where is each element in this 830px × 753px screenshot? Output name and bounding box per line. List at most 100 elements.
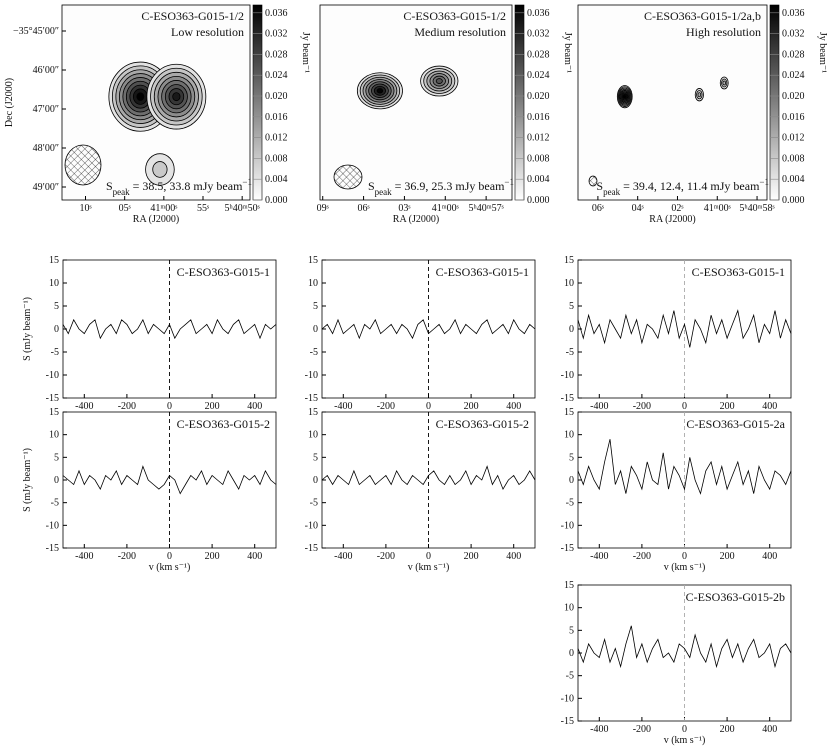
source	[146, 63, 207, 130]
x-tick-label: 05ˢ	[119, 203, 131, 214]
y-tick-label: -5	[51, 347, 59, 358]
y-tick-label: 10	[564, 430, 574, 441]
x-tick-label: 04ˢ	[632, 203, 644, 214]
y-tick-label: −35°45′00″	[13, 26, 59, 37]
y-axis-label: Dec (J2000)	[4, 78, 15, 127]
colorbar-tick-label: 0.032	[265, 29, 288, 40]
x-tick-label: -400	[590, 401, 608, 412]
annotation-part: S	[368, 179, 375, 193]
x-axis-label: v (km s⁻¹)	[408, 562, 450, 573]
y-tick-label: 0	[313, 475, 318, 486]
spectrum-title: C-ESO363-G015-2b	[686, 590, 785, 604]
colorbar-tick-label: 0.000	[527, 195, 550, 206]
colorbar-tick-label: 0.004	[265, 174, 288, 185]
y-tick-label: -10	[305, 370, 318, 381]
y-tick-label: 0	[313, 324, 318, 335]
x-tick-label: 200	[464, 401, 479, 412]
x-tick-label: 0	[167, 401, 172, 412]
contour	[722, 80, 726, 86]
y-tick-label: 15	[308, 255, 318, 266]
x-tick-label: 41ᵐ00ˢ	[150, 203, 177, 214]
y-tick-label: 5	[313, 301, 318, 312]
x-tick-label: -200	[377, 551, 395, 562]
y-tick-label: 5	[54, 452, 59, 463]
colorbar-tick-label: 0.024	[265, 70, 288, 81]
y-tick-label: -15	[305, 543, 318, 554]
contour	[136, 92, 145, 101]
map-subtitle: High resolution	[686, 25, 761, 39]
x-axis-label: RA (J2000)	[133, 214, 179, 225]
colorbar-label: Jy beam⁻¹	[817, 32, 828, 73]
y-tick-label: 15	[564, 407, 574, 418]
y-tick-label: -15	[561, 716, 574, 727]
colorbar-tick-label: 0.020	[265, 91, 288, 102]
contour	[697, 92, 702, 98]
x-tick-label: 10ˢ	[79, 203, 91, 214]
y-tick-label: 0	[569, 648, 574, 659]
y-tick-label: -5	[566, 498, 574, 509]
spectrum	[62, 465, 277, 495]
source	[356, 72, 403, 110]
contour	[435, 78, 443, 84]
x-tick-label: 03ˢ	[398, 203, 410, 214]
x-tick-label: 0	[426, 551, 431, 562]
contour	[152, 161, 168, 178]
x-tick-label: -400	[75, 401, 93, 412]
y-tick-label: -10	[46, 520, 59, 531]
colorbar-tick-label: 0.012	[782, 133, 805, 144]
colorbar-tick-label: 0.016	[527, 112, 550, 123]
x-tick-label: 200	[205, 401, 220, 412]
colorbar-tick-label: 0.036	[265, 8, 288, 19]
y-tick-label: 15	[49, 407, 59, 418]
spectrum	[62, 318, 277, 340]
colorbar	[769, 4, 780, 201]
map-frame	[577, 4, 768, 201]
x-tick-label: 0	[426, 401, 431, 412]
peak-annotation: Speak = 39.4, 12.4, 11.4 mJy beam−1	[596, 177, 769, 197]
y-tick-label: 5	[569, 301, 574, 312]
y-tick-label: -10	[561, 520, 574, 531]
y-tick-label: -10	[561, 693, 574, 704]
x-tick-label: -200	[118, 551, 136, 562]
x-tick-label: -400	[590, 724, 608, 735]
peak-annotation: Speak = 36.9, 25.3 mJy beam−1	[368, 177, 514, 197]
y-tick-label: 5	[569, 625, 574, 636]
annotation-part: S	[596, 179, 603, 193]
colorbar-tick-label: 0.012	[527, 133, 550, 144]
source	[694, 88, 704, 102]
spectrum	[577, 625, 792, 669]
colorbar-tick-label: 0.008	[265, 153, 288, 164]
contour	[376, 88, 384, 94]
map-title: C-ESO363-G015-1/2a,b	[644, 9, 761, 23]
y-tick-label: -5	[310, 498, 318, 509]
plot-frame	[577, 259, 792, 399]
x-tick-label: 06ˢ	[592, 203, 604, 214]
y-tick-label: -5	[566, 671, 574, 682]
map-title: C-ESO363-G015-1/2	[403, 9, 506, 23]
source	[616, 85, 633, 109]
y-tick-label: 10	[564, 603, 574, 614]
x-tick-label: -200	[633, 401, 651, 412]
spectrum-title: C-ESO363-G015-1	[177, 265, 270, 279]
contour	[623, 95, 626, 99]
y-tick-label: 10	[308, 430, 318, 441]
y-tick-label: 15	[308, 407, 318, 418]
colorbar-tick-label: 0.028	[527, 49, 550, 60]
x-tick-label: 06ˢ	[358, 203, 370, 214]
x-tick-label: -200	[633, 551, 651, 562]
x-tick-label: 400	[247, 401, 262, 412]
colorbar-label: Jy beam⁻¹	[562, 32, 573, 73]
x-axis-label: RA (J2000)	[393, 214, 439, 225]
x-tick-label: -400	[334, 551, 352, 562]
colorbar-tick-label: 0.000	[265, 195, 288, 206]
y-tick-label: 0	[569, 475, 574, 486]
annotation-part: −1	[759, 177, 769, 187]
y-tick-label: -5	[51, 498, 59, 509]
colorbar-tick-label: 0.020	[782, 91, 805, 102]
source	[145, 153, 175, 186]
annotation-part: −1	[242, 177, 252, 187]
y-tick-label: -15	[46, 393, 59, 404]
y-tick-label: 0	[569, 324, 574, 335]
x-tick-label: 200	[720, 401, 735, 412]
y-tick-label: -15	[561, 543, 574, 554]
